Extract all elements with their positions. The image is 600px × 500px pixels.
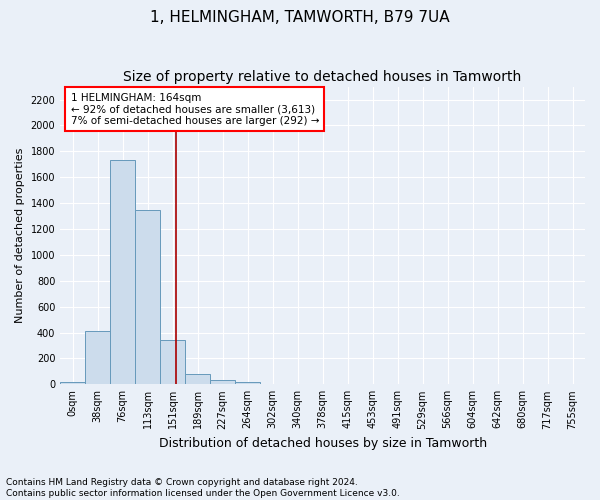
Text: Contains HM Land Registry data © Crown copyright and database right 2024.
Contai: Contains HM Land Registry data © Crown c…: [6, 478, 400, 498]
Text: 1 HELMINGHAM: 164sqm
← 92% of detached houses are smaller (3,613)
7% of semi-det: 1 HELMINGHAM: 164sqm ← 92% of detached h…: [71, 92, 319, 126]
Bar: [85, 331, 110, 384]
Text: 1, HELMINGHAM, TAMWORTH, B79 7UA: 1, HELMINGHAM, TAMWORTH, B79 7UA: [150, 10, 450, 25]
Bar: [210, 380, 235, 384]
Bar: [160, 340, 185, 384]
Y-axis label: Number of detached properties: Number of detached properties: [15, 148, 25, 323]
X-axis label: Distribution of detached houses by size in Tamworth: Distribution of detached houses by size …: [158, 437, 487, 450]
Bar: [60, 382, 85, 384]
Bar: [135, 210, 160, 384]
Title: Size of property relative to detached houses in Tamworth: Size of property relative to detached ho…: [124, 70, 522, 84]
Bar: [235, 382, 260, 384]
Bar: [185, 374, 210, 384]
Bar: [110, 160, 135, 384]
